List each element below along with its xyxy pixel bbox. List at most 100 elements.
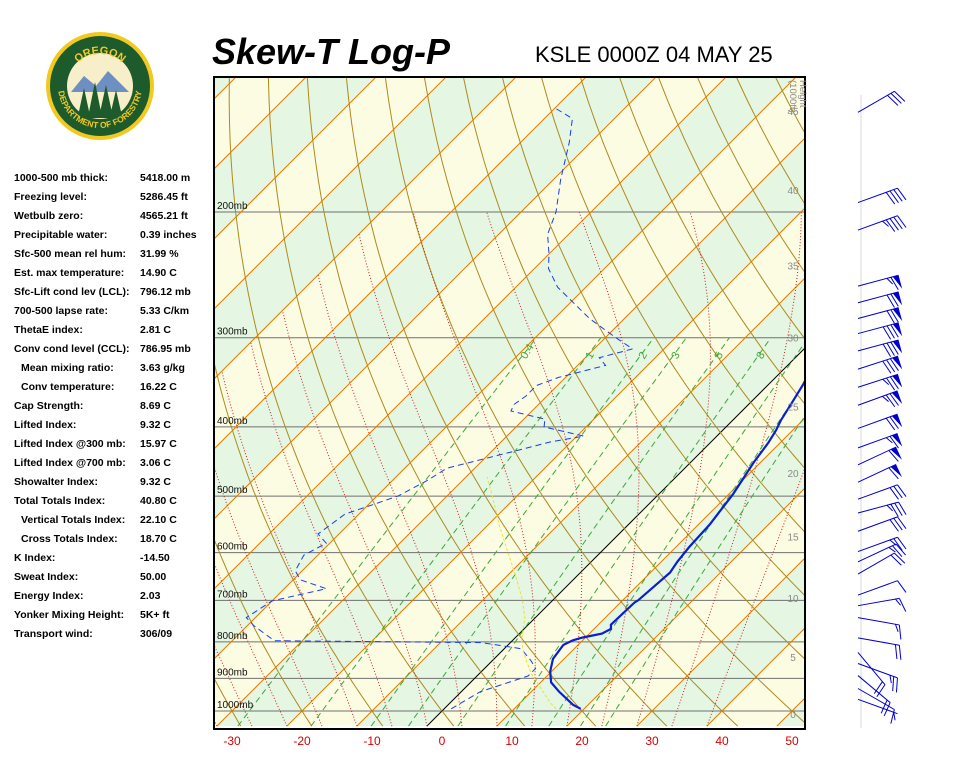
wind-barb-feather [889, 393, 899, 406]
index-row: Est. max temperature: 14.90 C [14, 263, 214, 282]
index-label: Vertical Totals Index: [21, 514, 126, 526]
index-label: Showalter Index: [14, 476, 99, 488]
wind-barb [857, 637, 900, 646]
index-value: 18.70 C [140, 533, 177, 545]
wind-barb [857, 413, 898, 429]
moist-adiabat [214, 719, 218, 727]
index-label: Precipitable water: [14, 229, 108, 241]
index-label: K Index: [14, 552, 56, 564]
index-value: 14.90 C [140, 267, 177, 279]
index-label: ThetaE index: [14, 324, 83, 336]
index-row: Mean mixing ratio: 3.63 g/kg [14, 358, 214, 377]
index-value: 22.10 C [140, 514, 177, 526]
height-tick-label: 30 [787, 334, 799, 345]
wind-barb-pennant [890, 447, 902, 460]
temperature-tick-label: -20 [293, 734, 311, 748]
index-label: Mean mixing ratio: [21, 362, 114, 374]
wind-barb-feather [885, 417, 896, 431]
dry-adiabat [618, 77, 805, 405]
index-value: 5K+ ft [140, 609, 170, 621]
isotherm-line [214, 77, 517, 380]
wind-barb-feather [897, 484, 907, 497]
wind-barb-feather [886, 377, 896, 391]
index-row: Lifted Index @700 mb: 3.06 C [14, 453, 214, 472]
wind-barb-feather [895, 598, 901, 606]
mixing-ratio-line [408, 337, 687, 727]
pressure-label: 800mb [217, 631, 248, 642]
wind-barb-feather [898, 645, 902, 660]
index-value: 4565.21 ft [140, 210, 188, 222]
temperature-tick-label: -10 [363, 734, 381, 748]
chart-title: Skew-T Log-P [212, 31, 451, 72]
wind-barb-feather [890, 503, 899, 517]
dry-adiabat [267, 77, 526, 727]
dry-adiabat [423, 77, 805, 724]
wind-barb-feather [889, 675, 892, 684]
wind-barb-feather [897, 536, 907, 550]
wind-barb-feather [895, 543, 906, 556]
mixing-ratio-line [310, 337, 602, 727]
zero-isotherm [426, 347, 805, 727]
isotherm-line [0, 0, 176, 726]
wind-barb-feather [889, 435, 899, 449]
temperature-tick-label: 20 [575, 734, 589, 748]
wind-barb-pennant [891, 414, 903, 428]
mixing-ratio-line [605, 414, 805, 727]
index-label: Sweat Index: [14, 571, 79, 583]
mixing-ratio-line [548, 341, 805, 727]
wind-barb [857, 580, 898, 596]
index-value: 31.99 % [140, 248, 179, 260]
wind-barb-feather [886, 342, 895, 356]
wind-barb-feather [889, 519, 899, 532]
wind-barb-feather [890, 341, 899, 355]
wind-barb-feather [885, 437, 893, 444]
isotherm-line [496, 417, 805, 727]
index-row: Cross Totals Index: 18.70 C [14, 529, 214, 548]
wind-barb [857, 274, 899, 287]
dry-adiabat [345, 77, 668, 727]
index-value: 5286.45 ft [140, 191, 188, 203]
pressure-label: 500mb [217, 485, 248, 496]
isotherm-line [214, 77, 587, 450]
index-label: Sfc-500 mean rel hum: [14, 248, 127, 260]
wind-barb-feather [889, 416, 899, 429]
wind-barb-feather [889, 539, 897, 546]
wind-barb-feather [888, 547, 896, 553]
index-row: Lifted Index: 9.32 C [14, 415, 214, 434]
dry-adiabat [228, 77, 455, 727]
wind-barb [857, 597, 900, 607]
isotherm-line [636, 557, 805, 727]
wind-barb [857, 516, 898, 532]
index-label: Lifted Index @700 mb: [14, 457, 126, 469]
wind-barb-feather [886, 359, 896, 373]
wind-barb-feather [886, 294, 895, 308]
index-value: 3.63 g/kg [140, 362, 185, 374]
index-row: Sweat Index: 50.00 [14, 567, 214, 586]
index-row: 1000-500 mb thick: 5418.00 m [14, 168, 214, 187]
wind-barb-feather [885, 394, 896, 408]
wind-barb-feather [893, 485, 903, 499]
index-row: Sfc-Lift cond lev (LCL): 796.12 mb [14, 282, 214, 301]
index-label: Lifted Index: [14, 419, 77, 431]
index-row: Total Totals Index: 40.80 C [14, 491, 214, 510]
wind-barb [857, 543, 897, 563]
wind-barb-feather [873, 681, 883, 694]
wind-barb-pennant [891, 390, 903, 405]
wind-barb-feather [880, 699, 888, 714]
index-row: Sfc-500 mean rel hum: 31.99 % [14, 244, 214, 263]
wind-barb-feather [885, 192, 896, 205]
mixing-ratio-label: 1 [583, 350, 596, 361]
index-label: Wetbulb zero: [14, 210, 84, 222]
wind-barb-feather [890, 554, 902, 566]
parcel-trace [486, 476, 557, 710]
wind-barb [857, 307, 899, 320]
wind-barb-feather [890, 277, 899, 291]
index-value: 306/09 [140, 628, 173, 640]
moist-adiabat [221, 371, 358, 727]
moist-adiabat [578, 211, 640, 727]
index-row: K Index: -14.50 [14, 548, 214, 567]
pressure-label: 700mb [217, 589, 248, 600]
dry-adiabat [501, 77, 805, 597]
wind-barb [857, 675, 891, 703]
